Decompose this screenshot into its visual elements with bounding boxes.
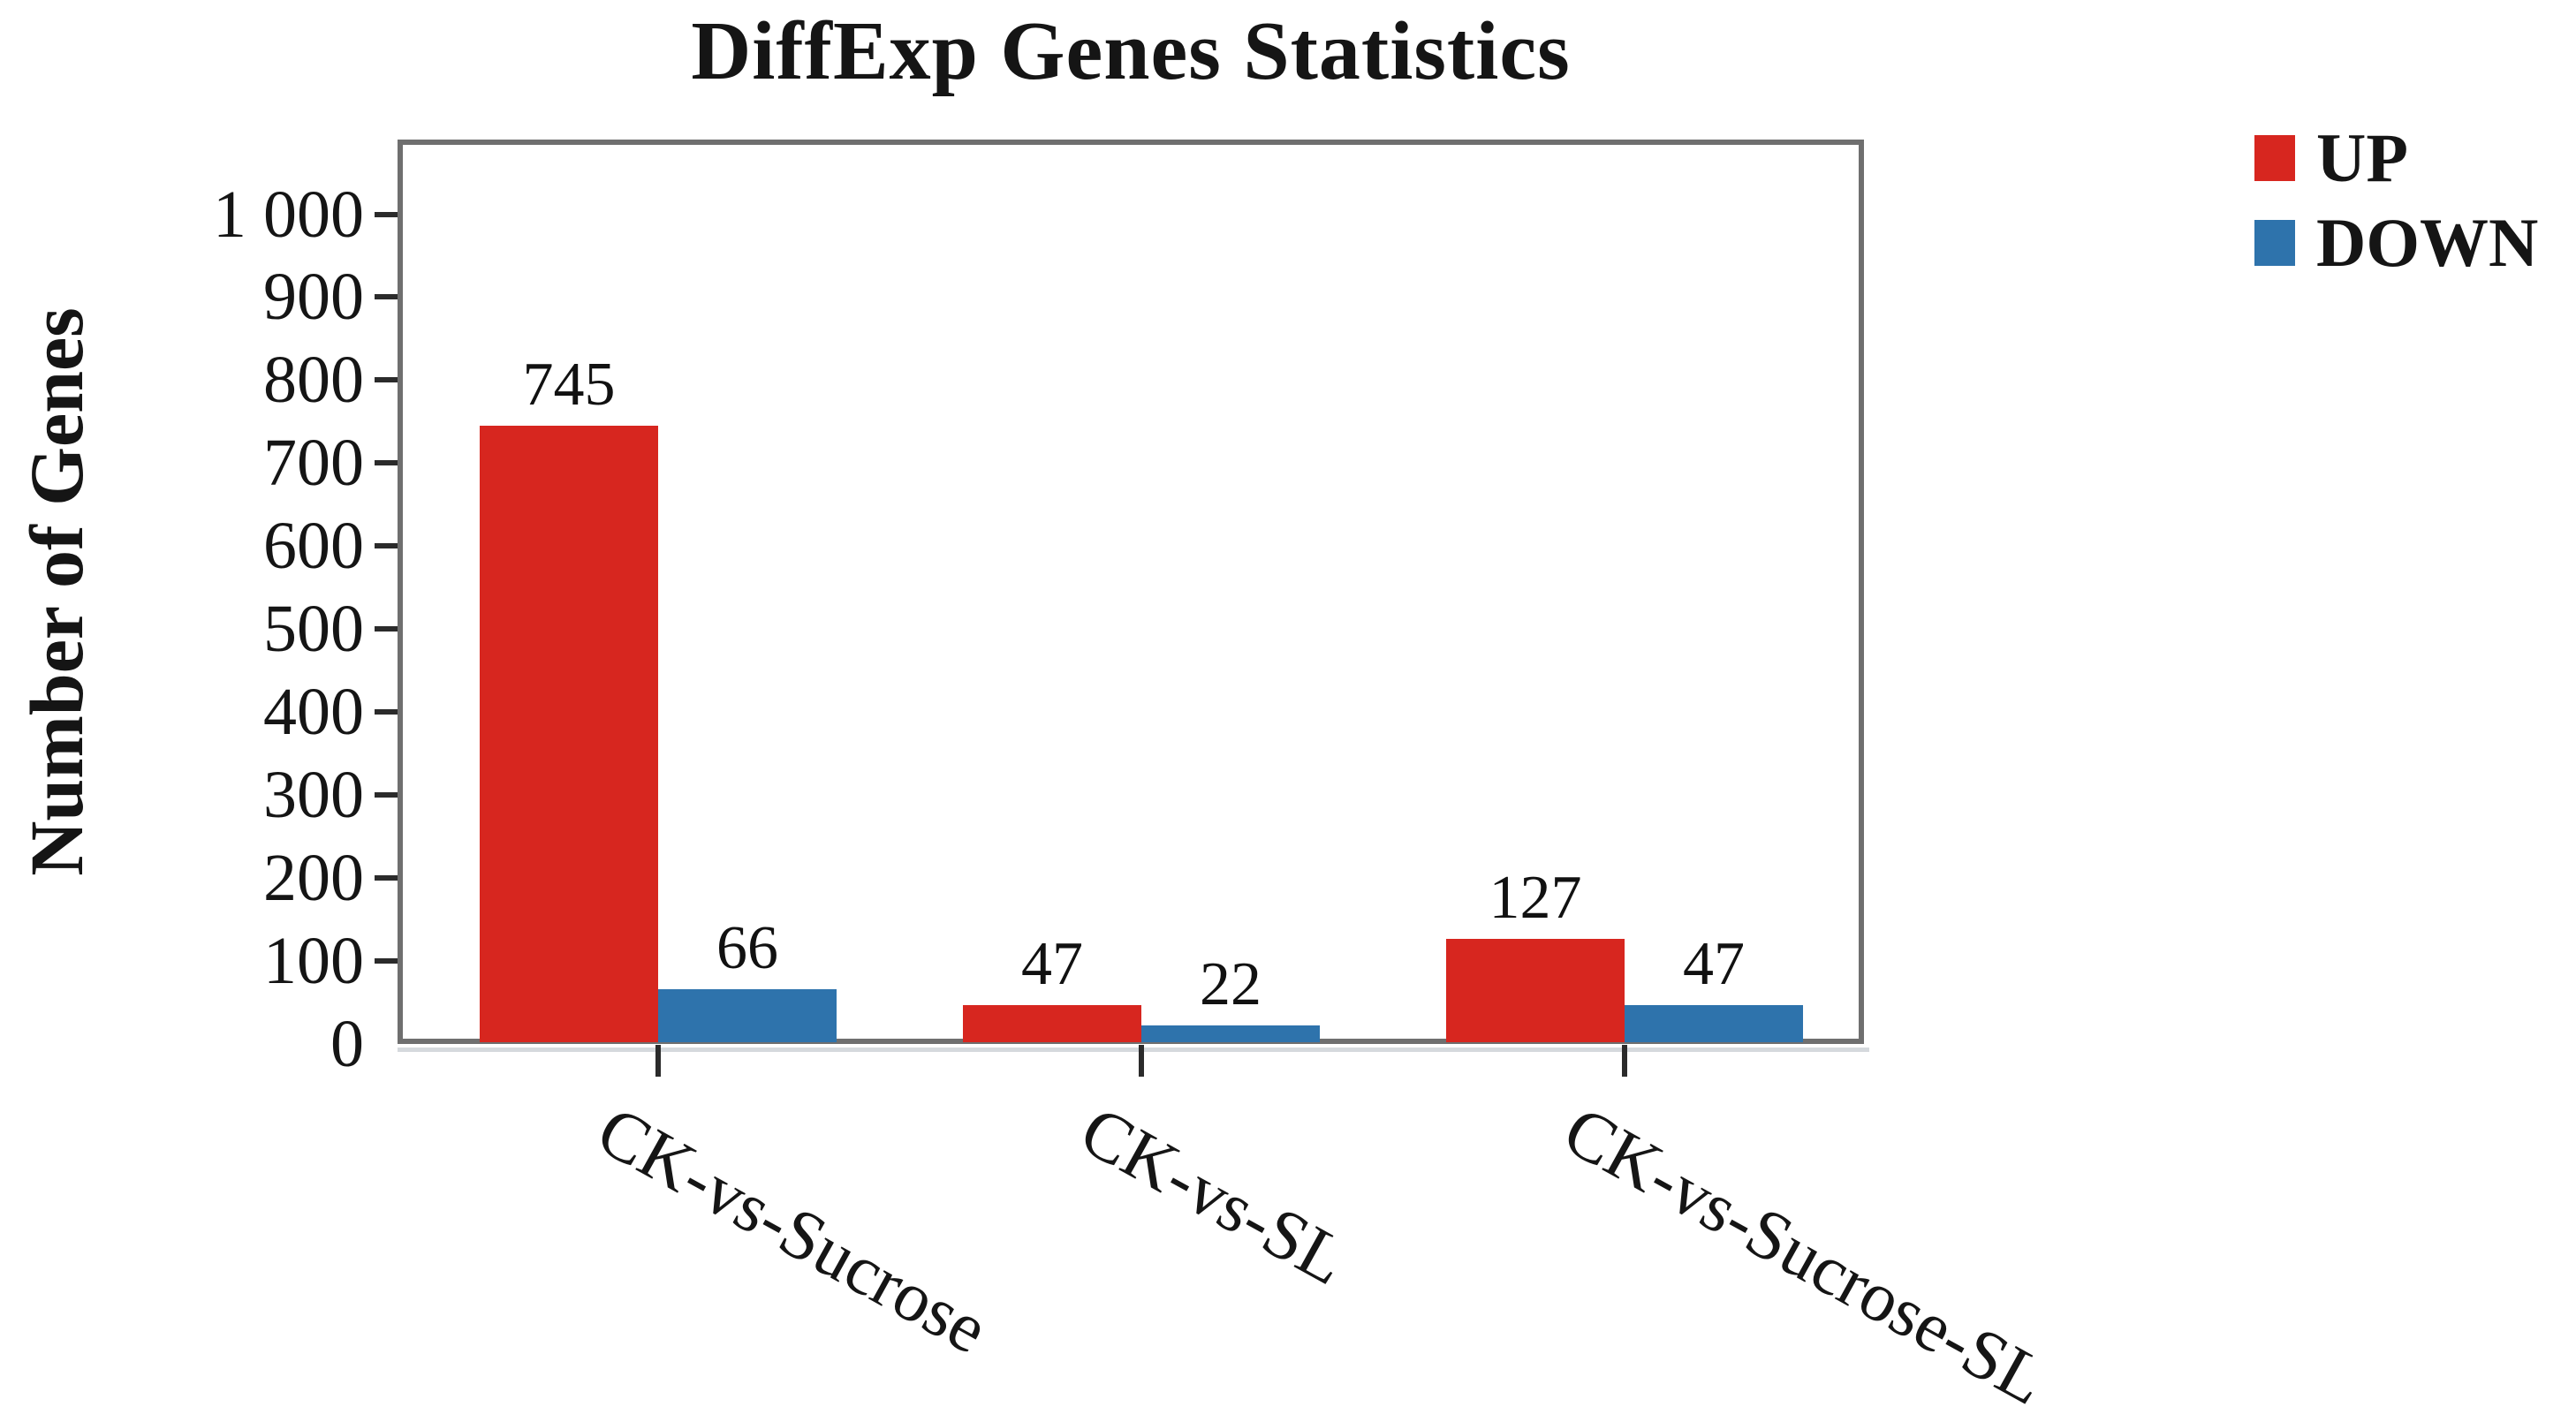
x-category-label-CK-vs-SL: CK-vs-SL bbox=[1067, 1091, 1360, 1301]
chart-title: DiffExp Genes Statistics bbox=[691, 5, 1571, 97]
up-bar-CK-vs-SL bbox=[963, 1004, 1141, 1042]
y-tick-mark bbox=[375, 460, 398, 466]
y-tick-label: 500 bbox=[263, 592, 364, 667]
legend-item-down: DOWN bbox=[2254, 200, 2538, 285]
legend-item-up: UP bbox=[2254, 116, 2538, 200]
legend-label-up: UP bbox=[2316, 119, 2408, 196]
x-tick-mark bbox=[1622, 1045, 1627, 1077]
y-tick-label: 600 bbox=[263, 509, 364, 584]
y-tick-mark bbox=[375, 626, 398, 632]
down-bar-CK-vs-Sucrose-SL bbox=[1625, 1004, 1803, 1042]
bar-value-label: 47 bbox=[1683, 929, 1745, 998]
bar-value-label: 66 bbox=[716, 913, 778, 982]
x-category-label-CK-vs-Sucrose-SL: CK-vs-Sucrose-SL bbox=[1550, 1091, 2060, 1421]
x-axis-baseline-shadow bbox=[398, 1048, 1869, 1052]
legend-label-down: DOWN bbox=[2316, 204, 2539, 281]
y-tick-label: 100 bbox=[263, 924, 364, 999]
up-series-swatch bbox=[2254, 135, 2295, 181]
y-tick-mark bbox=[375, 792, 398, 798]
y-tick-label: 900 bbox=[263, 260, 364, 335]
y-tick-mark bbox=[375, 543, 398, 549]
y-tick-mark bbox=[375, 875, 398, 881]
y-tick-label: 400 bbox=[263, 675, 364, 750]
y-tick-label: 1 000 bbox=[213, 177, 364, 252]
up-bar-CK-vs-Sucrose-SL bbox=[1446, 938, 1625, 1042]
y-tick-label: 300 bbox=[263, 758, 364, 833]
bar-value-label: 22 bbox=[1200, 950, 1261, 1019]
y-tick-mark bbox=[375, 377, 398, 383]
x-category-label-CK-vs-Sucrose: CK-vs-Sucrose bbox=[584, 1091, 1001, 1369]
x-tick-mark bbox=[1139, 1045, 1144, 1077]
up-bar-CK-vs-Sucrose bbox=[480, 426, 658, 1042]
y-tick-mark bbox=[375, 294, 398, 300]
legend: UP DOWN bbox=[2254, 116, 2538, 285]
bar-value-label: 745 bbox=[522, 351, 616, 420]
down-bar-CK-vs-SL bbox=[1141, 1025, 1320, 1042]
bar-value-label: 47 bbox=[1021, 929, 1083, 998]
down-series-swatch bbox=[2254, 220, 2295, 266]
y-tick-mark bbox=[375, 211, 398, 217]
y-tick-label: 200 bbox=[263, 841, 364, 916]
y-tick-label: 700 bbox=[263, 426, 364, 501]
bar-value-label: 127 bbox=[1489, 863, 1582, 932]
x-tick-mark bbox=[655, 1045, 661, 1077]
y-tick-mark bbox=[375, 709, 398, 715]
y-tick-mark bbox=[375, 958, 398, 964]
y-tick-label: 800 bbox=[263, 343, 364, 418]
y-tick-label: 0 bbox=[330, 1007, 364, 1081]
down-bar-CK-vs-Sucrose bbox=[658, 988, 837, 1042]
